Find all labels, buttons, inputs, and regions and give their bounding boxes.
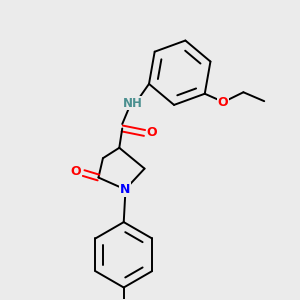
Text: O: O — [147, 126, 157, 140]
Text: O: O — [71, 165, 82, 178]
Text: NH: NH — [123, 97, 142, 110]
Text: N: N — [120, 183, 130, 196]
Text: O: O — [217, 96, 228, 109]
